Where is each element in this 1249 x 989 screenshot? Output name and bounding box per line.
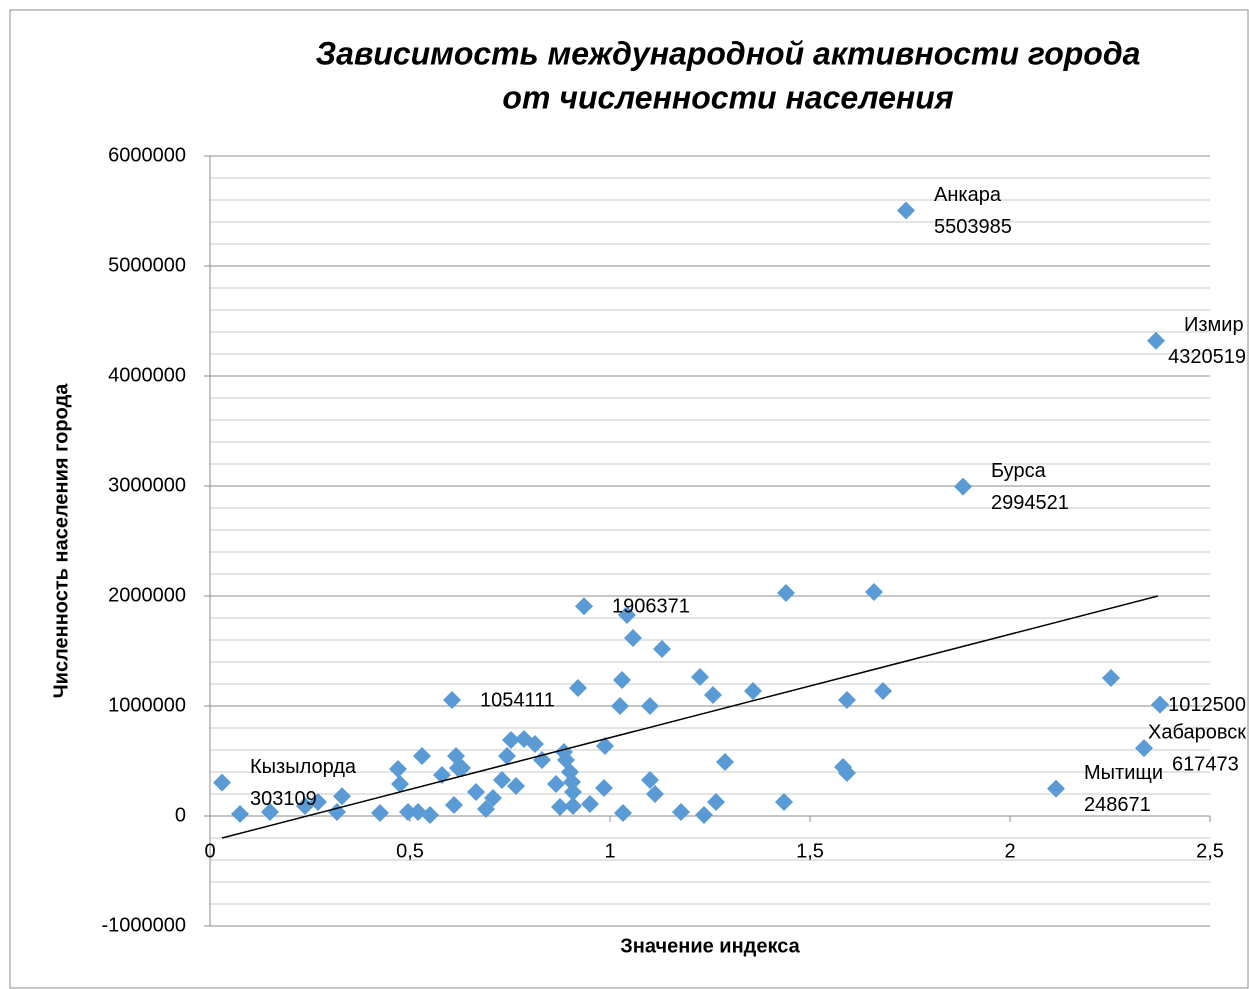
y-tick-label: 5000000 [108, 254, 186, 276]
point [838, 763, 856, 782]
point [389, 760, 407, 779]
point [371, 804, 389, 823]
data-label: 248671 [1084, 794, 1151, 816]
point [502, 730, 520, 749]
point [453, 759, 471, 778]
point [564, 783, 582, 802]
x-tick-label: 1 [604, 840, 615, 862]
point [614, 804, 632, 823]
point-name: Измир [1184, 314, 1244, 336]
point [421, 806, 439, 825]
point [213, 773, 231, 792]
chart-frame [9, 9, 1249, 989]
chart-title: от численности населения [502, 79, 953, 115]
point [838, 690, 856, 709]
point [563, 773, 581, 792]
point [874, 682, 892, 701]
point [551, 797, 569, 816]
point [445, 796, 463, 814]
point [1147, 331, 1165, 350]
point [467, 783, 485, 802]
trendline [221, 595, 1159, 839]
point [777, 584, 795, 603]
point [618, 606, 636, 625]
point [1151, 695, 1169, 714]
data-label: 4320519 [1168, 346, 1246, 368]
data-label: 1906371 [612, 596, 690, 618]
point [744, 682, 762, 701]
data-label: 1054111 [480, 689, 555, 711]
point-name: Бурса [991, 460, 1047, 482]
point [409, 803, 427, 822]
point [533, 751, 551, 770]
point [1102, 668, 1120, 687]
point [1135, 739, 1153, 758]
point [691, 667, 709, 686]
y-tick-label: 0 [175, 804, 186, 826]
point [641, 697, 659, 715]
x-tick-label: 1,5 [796, 840, 824, 862]
point [611, 697, 629, 715]
point-name: Кызылорда [250, 756, 357, 778]
point [333, 787, 351, 806]
point [526, 734, 544, 753]
point [399, 803, 417, 822]
point [716, 752, 734, 771]
point [775, 793, 793, 812]
point [569, 678, 587, 697]
point [897, 201, 915, 220]
y-tick-label: 2000000 [108, 584, 186, 606]
point [865, 583, 883, 602]
y-axis-label: Численность населения города [50, 383, 72, 699]
point [391, 774, 409, 793]
data-label: 617473 [1172, 753, 1239, 775]
point [261, 803, 279, 822]
point [613, 671, 631, 690]
data-label: 5503985 [934, 216, 1012, 238]
point [547, 774, 565, 793]
chart-title: Зависимость международной активности гор… [316, 35, 1141, 71]
point [507, 776, 525, 795]
point-name: Анкара [934, 184, 1002, 206]
point [695, 806, 713, 825]
x-tick-label: 0,5 [396, 840, 424, 862]
point [653, 640, 671, 659]
point [498, 747, 516, 766]
point [231, 805, 249, 824]
y-tick-label: 6000000 [108, 144, 186, 166]
y-tick-label: 3000000 [108, 474, 186, 496]
x-axis-label: Значение индекса [620, 935, 800, 957]
point-name: Мытищи [1084, 762, 1163, 784]
point [595, 778, 613, 797]
point [624, 629, 642, 648]
point [413, 747, 431, 766]
point [309, 793, 327, 812]
data-label: 2994521 [991, 492, 1069, 514]
point [707, 793, 725, 812]
point [672, 803, 690, 822]
point [704, 686, 722, 704]
y-tick-label: 1000000 [108, 694, 186, 716]
point [1047, 779, 1065, 798]
point [596, 737, 614, 756]
y-tick-label: 4000000 [108, 364, 186, 386]
point [581, 795, 599, 814]
point [296, 796, 314, 815]
x-tick-label: 0 [204, 840, 215, 862]
point [484, 788, 502, 807]
y-tick-label: -1000000 [101, 914, 186, 936]
data-label: 303109 [250, 788, 317, 810]
point [564, 796, 582, 815]
point [641, 771, 659, 790]
point [954, 477, 972, 496]
x-tick-label: 2 [1004, 840, 1015, 862]
x-tick-label: 2,5 [1196, 840, 1224, 862]
point-name: Хабаровск [1148, 721, 1246, 743]
point [575, 597, 593, 616]
point [493, 771, 511, 790]
point [646, 785, 664, 803]
data-label: 1012500 [1168, 694, 1246, 716]
point [443, 691, 461, 710]
